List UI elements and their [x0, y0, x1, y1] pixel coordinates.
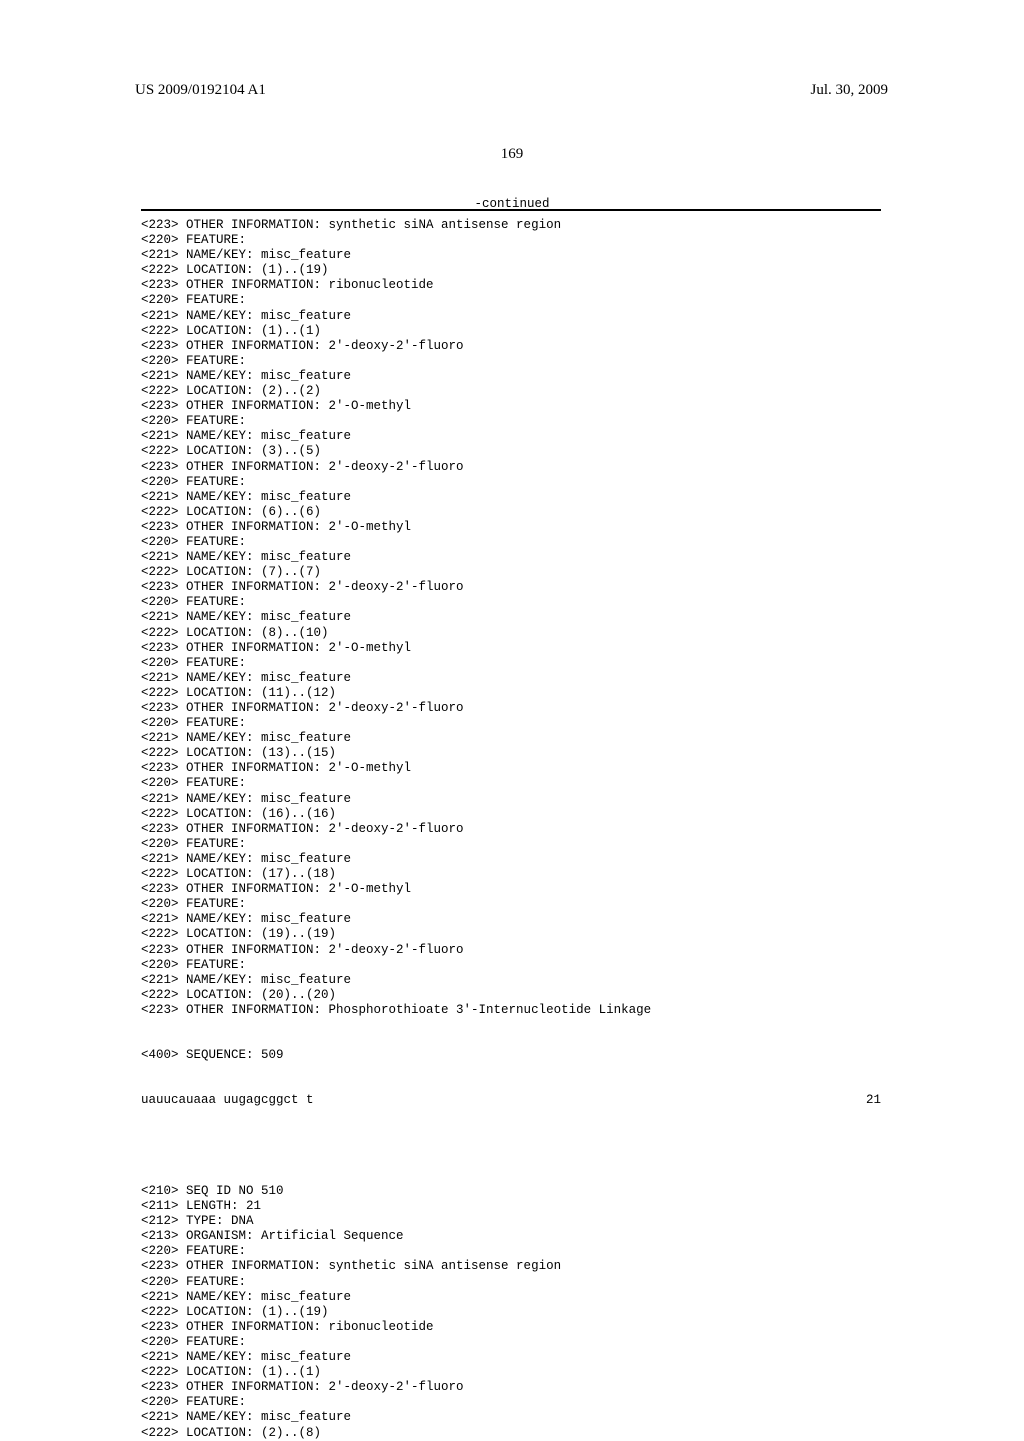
listing-line: <220> FEATURE:: [141, 475, 246, 489]
listing-line: <222> LOCATION: (16)..(16): [141, 807, 336, 821]
listing-line: <211> LENGTH: 21: [141, 1199, 261, 1213]
listing-line: <220> FEATURE:: [141, 656, 246, 670]
listing-line: <223> OTHER INFORMATION: 2'-deoxy-2'-flu…: [141, 1380, 464, 1394]
listing-line: <223> OTHER INFORMATION: 2'-deoxy-2'-flu…: [141, 822, 464, 836]
listing-line: <223> OTHER INFORMATION: synthetic siNA …: [141, 1259, 561, 1273]
sequence-length-marker: 21: [866, 1093, 881, 1108]
sequence-text: uauucauaaa uugagcggct t: [141, 1093, 314, 1108]
listing-line: <223> OTHER INFORMATION: 2'-deoxy-2'-flu…: [141, 943, 464, 957]
horizontal-rule: [141, 209, 881, 211]
listing-line: <222> LOCATION: (2)..(2): [141, 384, 321, 398]
listing-line: <223> OTHER INFORMATION: 2'-O-methyl: [141, 520, 411, 534]
listing-line: <220> FEATURE:: [141, 535, 246, 549]
listing-line: <222> LOCATION: (2)..(8): [141, 1426, 321, 1440]
listing-line: <221> NAME/KEY: misc_feature: [141, 309, 351, 323]
listing-line: <221> NAME/KEY: misc_feature: [141, 248, 351, 262]
listing-line: <210> SEQ ID NO 510: [141, 1184, 284, 1198]
listing-line: <221> NAME/KEY: misc_feature: [141, 973, 351, 987]
listing-line: <222> LOCATION: (3)..(5): [141, 444, 321, 458]
listing-line: <221> NAME/KEY: misc_feature: [141, 1410, 351, 1424]
sequence-listing: <223> OTHER INFORMATION: synthetic siNA …: [141, 218, 881, 1441]
listing-line: <222> LOCATION: (1)..(19): [141, 263, 329, 277]
listing-line: <221> NAME/KEY: misc_feature: [141, 1350, 351, 1364]
listing-line: <222> LOCATION: (7)..(7): [141, 565, 321, 579]
listing-line: <220> FEATURE:: [141, 716, 246, 730]
listing-line: <221> NAME/KEY: misc_feature: [141, 550, 351, 564]
listing-line: <220> FEATURE:: [141, 958, 246, 972]
listing-line: <222> LOCATION: (17)..(18): [141, 867, 336, 881]
listing-line: <213> ORGANISM: Artificial Sequence: [141, 1229, 404, 1243]
listing-line: <220> FEATURE:: [141, 595, 246, 609]
listing-line: <222> LOCATION: (1)..(1): [141, 324, 321, 338]
listing-line: <221> NAME/KEY: misc_feature: [141, 369, 351, 383]
listing-line: <220> FEATURE:: [141, 897, 246, 911]
listing-line: <221> NAME/KEY: misc_feature: [141, 671, 351, 685]
listing-line: <223> OTHER INFORMATION: Phosphorothioat…: [141, 1003, 651, 1017]
listing-line: <223> OTHER INFORMATION: 2'-deoxy-2'-flu…: [141, 701, 464, 715]
page-number: 169: [0, 146, 1024, 163]
listing-line: <222> LOCATION: (6)..(6): [141, 505, 321, 519]
listing-line: <223> OTHER INFORMATION: ribonucleotide: [141, 278, 434, 292]
sequence-row: uauucauaaa uugagcggct t 21: [141, 1093, 881, 1108]
listing-line: <222> LOCATION: (20)..(20): [141, 988, 336, 1002]
listing-line: <221> NAME/KEY: misc_feature: [141, 912, 351, 926]
listing-line: <222> LOCATION: (8)..(10): [141, 626, 329, 640]
listing-line: <222> LOCATION: (1)..(1): [141, 1365, 321, 1379]
listing-line: <220> FEATURE:: [141, 1244, 246, 1258]
listing-line: <400> SEQUENCE: 509: [141, 1048, 284, 1062]
listing-line: <223> OTHER INFORMATION: 2'-deoxy-2'-flu…: [141, 580, 464, 594]
listing-line: <221> NAME/KEY: misc_feature: [141, 792, 351, 806]
listing-line: <220> FEATURE:: [141, 837, 246, 851]
listing-line: <223> OTHER INFORMATION: 2'-O-methyl: [141, 761, 411, 775]
listing-line: <220> FEATURE:: [141, 1275, 246, 1289]
listing-line: <222> LOCATION: (19)..(19): [141, 927, 336, 941]
listing-line: <220> FEATURE:: [141, 293, 246, 307]
listing-line: <220> FEATURE:: [141, 414, 246, 428]
listing-line: <221> NAME/KEY: misc_feature: [141, 490, 351, 504]
listing-line: <222> LOCATION: (1)..(19): [141, 1305, 329, 1319]
publication-number: US 2009/0192104 A1: [135, 82, 266, 99]
listing-line: <220> FEATURE:: [141, 1395, 246, 1409]
listing-line: <221> NAME/KEY: misc_feature: [141, 731, 351, 745]
listing-line: <223> OTHER INFORMATION: 2'-deoxy-2'-flu…: [141, 460, 464, 474]
listing-line: <221> NAME/KEY: misc_feature: [141, 1290, 351, 1304]
listing-line: <221> NAME/KEY: misc_feature: [141, 429, 351, 443]
listing-line: <221> NAME/KEY: misc_feature: [141, 852, 351, 866]
listing-line: <220> FEATURE:: [141, 776, 246, 790]
listing-line: <220> FEATURE:: [141, 354, 246, 368]
listing-line: <223> OTHER INFORMATION: 2'-O-methyl: [141, 641, 411, 655]
listing-line: <220> FEATURE:: [141, 233, 246, 247]
listing-line: <222> LOCATION: (13)..(15): [141, 746, 336, 760]
publication-date: Jul. 30, 2009: [810, 82, 888, 99]
listing-line: <223> OTHER INFORMATION: synthetic siNA …: [141, 218, 561, 232]
listing-line: <222> LOCATION: (11)..(12): [141, 686, 336, 700]
listing-line: <223> OTHER INFORMATION: 2'-O-methyl: [141, 882, 411, 896]
listing-line: <223> OTHER INFORMATION: ribonucleotide: [141, 1320, 434, 1334]
listing-line: <223> OTHER INFORMATION: 2'-deoxy-2'-flu…: [141, 339, 464, 353]
listing-line: <223> OTHER INFORMATION: 2'-O-methyl: [141, 399, 411, 413]
listing-line: <220> FEATURE:: [141, 1335, 246, 1349]
listing-line: <221> NAME/KEY: misc_feature: [141, 610, 351, 624]
listing-line: <212> TYPE: DNA: [141, 1214, 254, 1228]
